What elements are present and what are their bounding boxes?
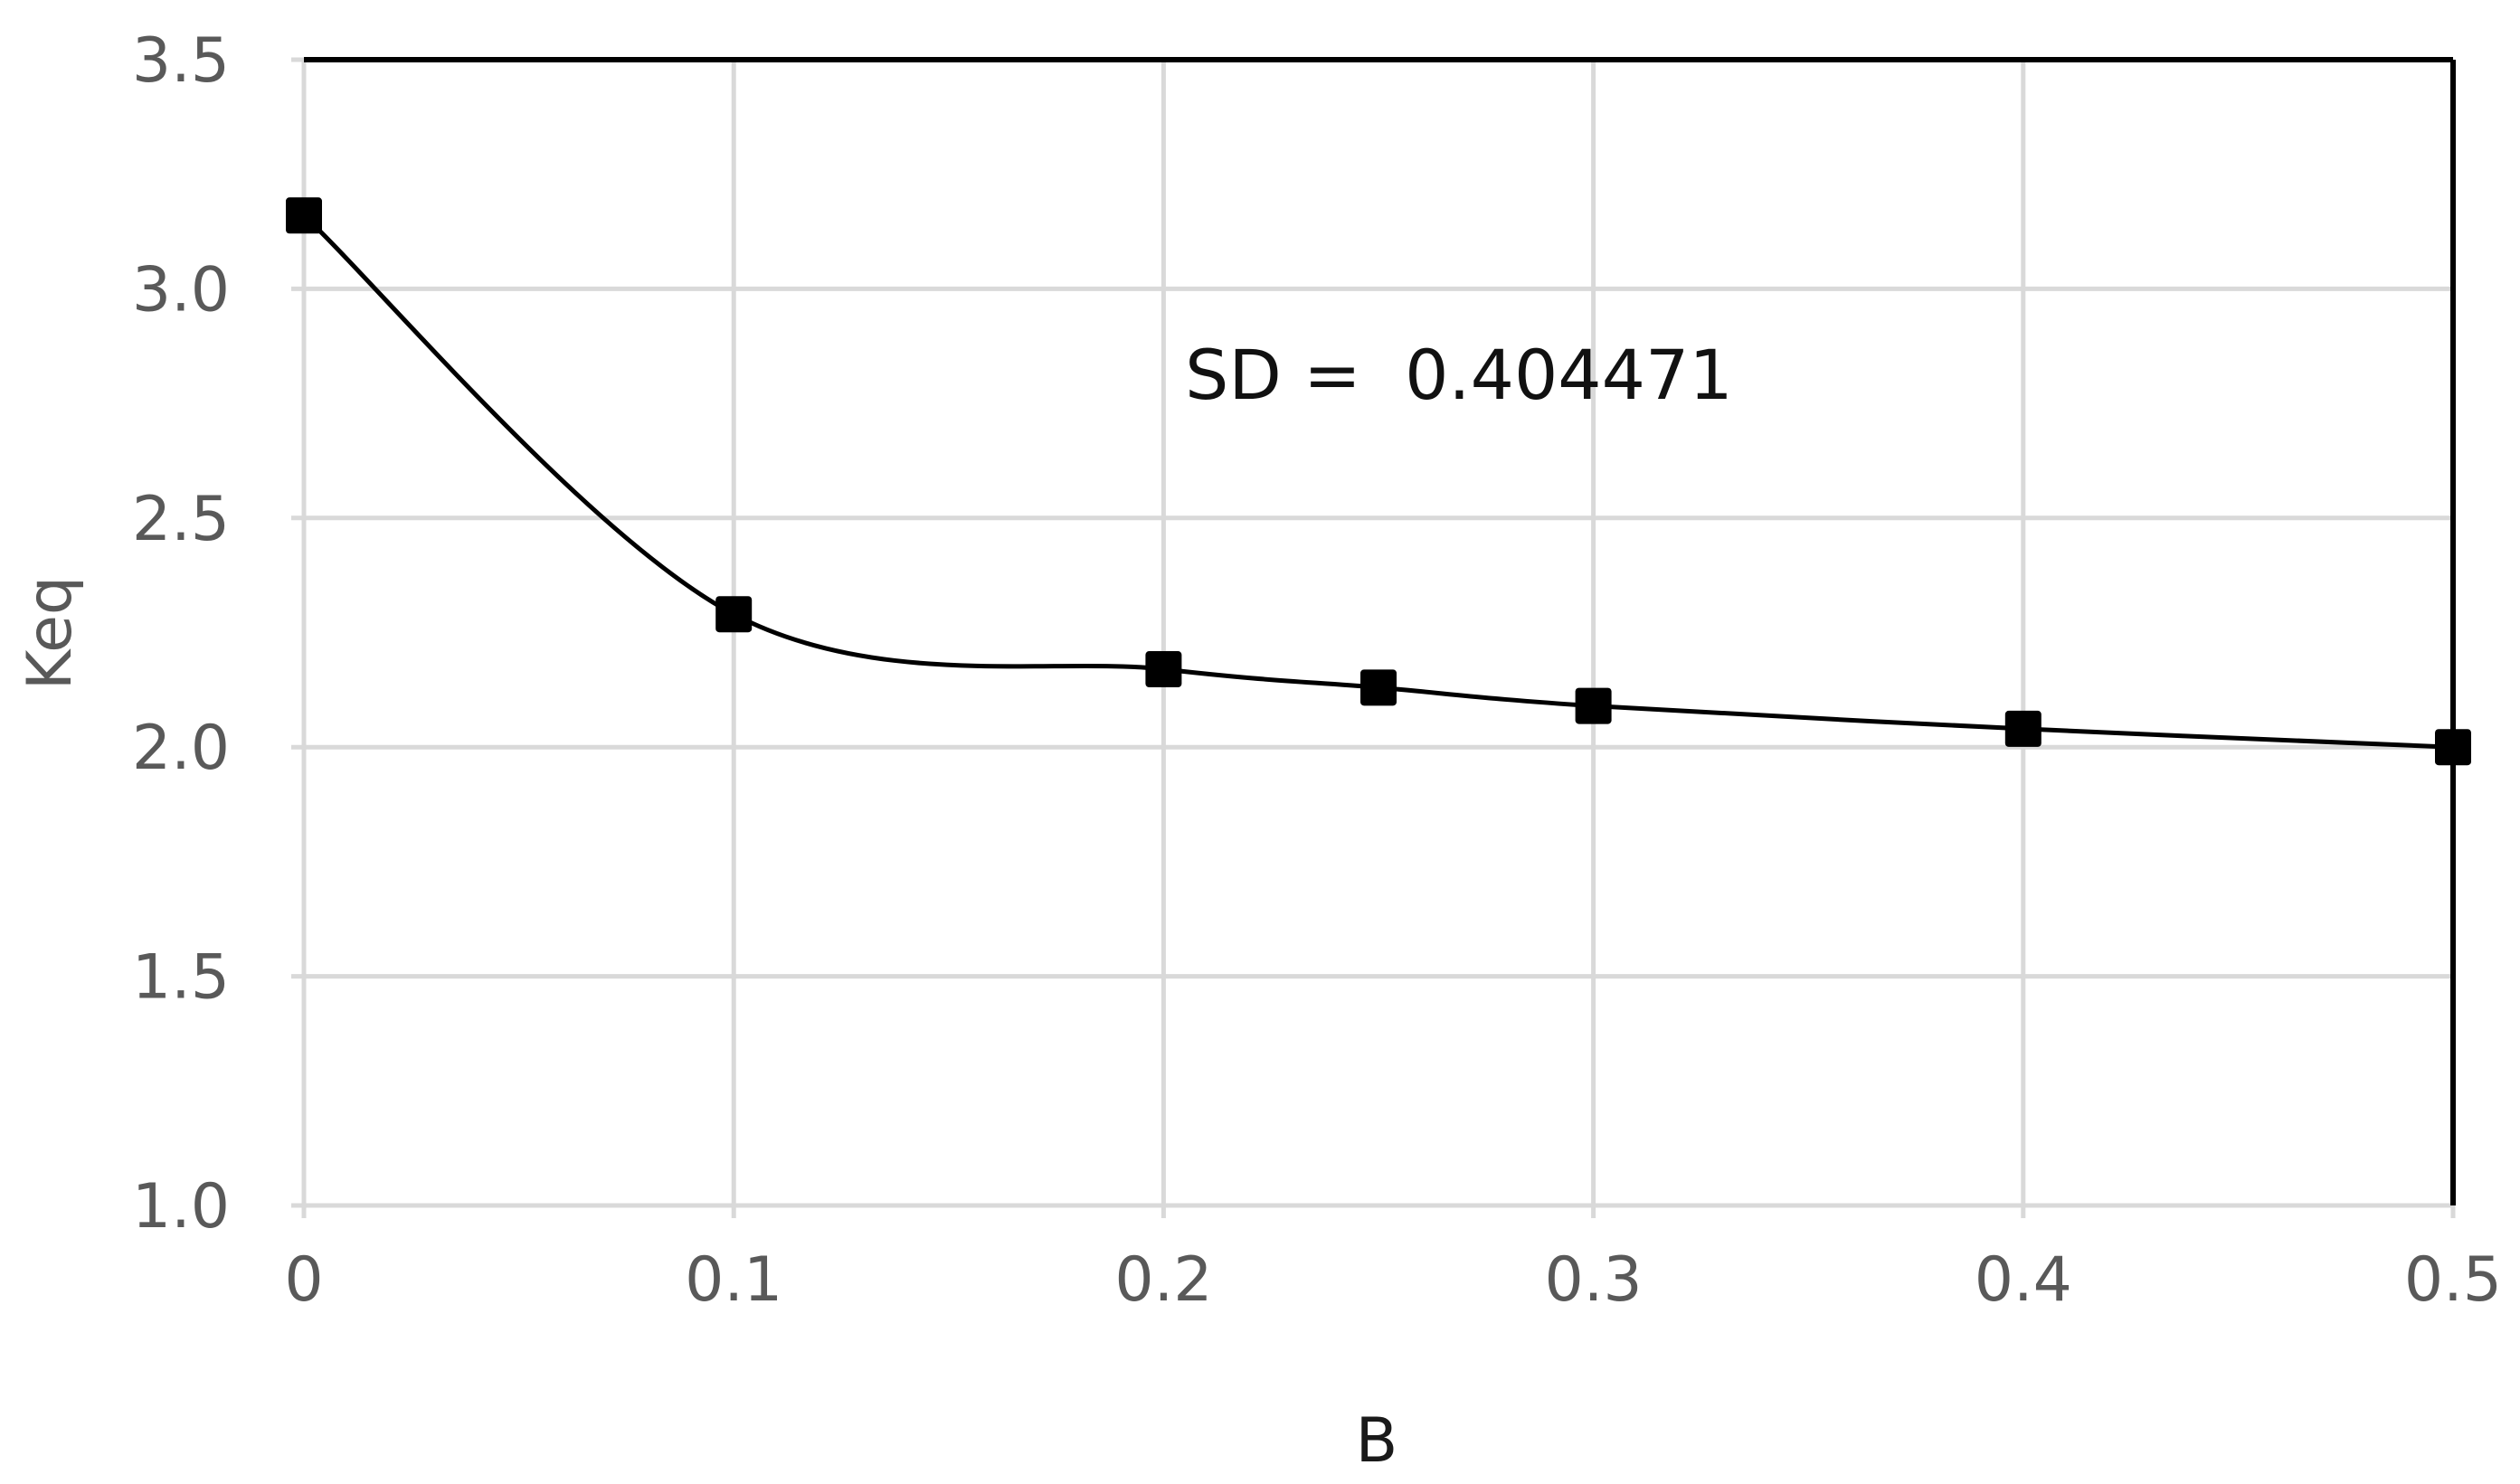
y-tick-labels: 1.0 1.5 2.0 2.5 3.0 3.5 [132,25,230,1243]
annotation-text: SD = 0.404471 [1185,335,1733,415]
y-tick-label: 3.5 [132,25,230,97]
y-axis-title: Keq [14,576,86,690]
x-axis-title: B [1356,1405,1398,1477]
y-tick-label: 1.5 [132,942,230,1014]
marker-group [286,197,2471,766]
x-tick-labels: 0 0.1 0.2 0.3 0.4 0.5 [284,1244,2502,1316]
data-point-marker [286,197,322,234]
x-tick-label: 0 [284,1244,323,1316]
y-tick-label: 1.0 [132,1171,230,1243]
y-tick-label: 2.5 [132,484,230,555]
annotation-group: SD = 0.404471 [1185,335,1733,415]
y-tick-label: 2.0 [132,713,230,784]
y-gridlines [291,57,2453,1208]
series-line-0 [302,213,2454,750]
data-point-marker [715,596,753,633]
plot-frame [304,57,2456,1205]
x-tick-label: 0.3 [1545,1244,1643,1316]
x-tick-label: 0.4 [1975,1244,2072,1316]
data-point-marker [1145,651,1182,688]
data-point-marker [1575,687,1612,724]
data-point-marker [1360,669,1397,706]
x-tick-label: 0.1 [685,1244,782,1316]
data-point-marker [2004,710,2042,747]
x-gridlines [301,60,2456,1218]
y-tick-label: 3.0 [132,254,230,326]
series-group [302,213,2454,750]
x-tick-label: 0.5 [2404,1244,2502,1316]
x-tick-label: 0.2 [1114,1244,1212,1316]
data-point-marker [2435,729,2471,766]
